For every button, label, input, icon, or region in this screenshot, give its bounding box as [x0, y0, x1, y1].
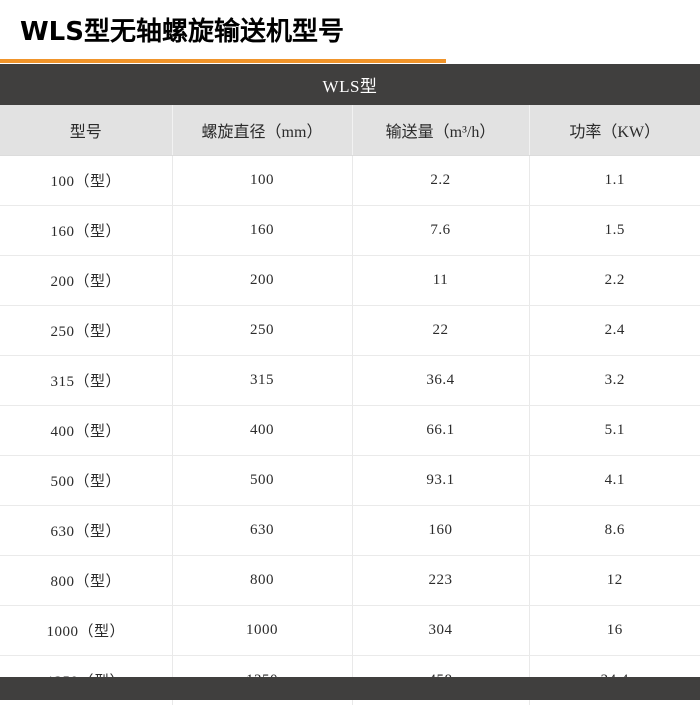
- table-row: 200（型） 200 11 2.2: [0, 256, 700, 306]
- cell-power: 16: [529, 606, 700, 656]
- cell-capacity: 2.2: [352, 156, 529, 206]
- cell-model: 1000（型）: [0, 606, 172, 656]
- table-row: 315（型） 315 36.4 3.2: [0, 356, 700, 406]
- cell-capacity: 223: [352, 556, 529, 606]
- cell-capacity: 160: [352, 506, 529, 556]
- cell-capacity: 7.6: [352, 206, 529, 256]
- cell-power: 5.1: [529, 406, 700, 456]
- table-group-header-label: WLS型: [323, 72, 378, 97]
- cell-capacity: 66.1: [352, 406, 529, 456]
- table-row: 160（型） 160 7.6 1.5: [0, 206, 700, 256]
- table-row: 250（型） 250 22 2.4: [0, 306, 700, 356]
- title-underline-accent: [0, 59, 446, 63]
- cell-diameter: 1000: [172, 606, 352, 656]
- cell-diameter: 160: [172, 206, 352, 256]
- table-row: 630（型） 630 160 8.6: [0, 506, 700, 556]
- title-block: WLS型无轴螺旋输送机型号: [0, 0, 700, 64]
- cell-power: 3.2: [529, 356, 700, 406]
- cell-power: 2.4: [529, 306, 700, 356]
- cell-power: 8.6: [529, 506, 700, 556]
- cell-model: 630（型）: [0, 506, 172, 556]
- cell-model: 800（型）: [0, 556, 172, 606]
- table-row: 1000（型） 1000 304 16: [0, 606, 700, 656]
- cell-power: 2.2: [529, 256, 700, 306]
- table-header-row: 型号 螺旋直径（mm） 输送量（m³/h） 功率（KW）: [0, 105, 700, 156]
- column-header-capacity: 输送量（m³/h）: [352, 105, 529, 156]
- cell-diameter: 200: [172, 256, 352, 306]
- page-title: WLS型无轴螺旋输送机型号: [20, 17, 344, 47]
- column-header-diameter: 螺旋直径（mm）: [172, 105, 352, 156]
- table-body: 100（型） 100 2.2 1.1 160（型） 160 7.6 1.5 20…: [0, 156, 700, 705]
- cell-capacity: 36.4: [352, 356, 529, 406]
- table-group-header: WLS型: [0, 64, 700, 105]
- cell-model: 160（型）: [0, 206, 172, 256]
- cell-power: 4.1: [529, 456, 700, 506]
- table-row: 800（型） 800 223 12: [0, 556, 700, 606]
- cell-capacity: 304: [352, 606, 529, 656]
- column-header-power: 功率（KW）: [529, 105, 700, 156]
- cell-diameter: 315: [172, 356, 352, 406]
- bottom-bar: [0, 677, 700, 700]
- cell-diameter: 100: [172, 156, 352, 206]
- cell-model: 100（型）: [0, 156, 172, 206]
- cell-capacity: 93.1: [352, 456, 529, 506]
- cell-diameter: 250: [172, 306, 352, 356]
- cell-model: 200（型）: [0, 256, 172, 306]
- cell-diameter: 400: [172, 406, 352, 456]
- cell-capacity: 22: [352, 306, 529, 356]
- specification-table: 型号 螺旋直径（mm） 输送量（m³/h） 功率（KW） 100（型） 100 …: [0, 105, 700, 705]
- cell-model: 500（型）: [0, 456, 172, 506]
- cell-power: 1.5: [529, 206, 700, 256]
- cell-diameter: 500: [172, 456, 352, 506]
- table-row: 400（型） 400 66.1 5.1: [0, 406, 700, 456]
- cell-model: 250（型）: [0, 306, 172, 356]
- cell-power: 12: [529, 556, 700, 606]
- cell-diameter: 630: [172, 506, 352, 556]
- table-header: 型号 螺旋直径（mm） 输送量（m³/h） 功率（KW）: [0, 105, 700, 156]
- cell-model: 400（型）: [0, 406, 172, 456]
- cell-capacity: 11: [352, 256, 529, 306]
- cell-power: 1.1: [529, 156, 700, 206]
- cell-model: 315（型）: [0, 356, 172, 406]
- column-header-model: 型号: [0, 105, 172, 156]
- table-row: 500（型） 500 93.1 4.1: [0, 456, 700, 506]
- table-row: 100（型） 100 2.2 1.1: [0, 156, 700, 206]
- cell-diameter: 800: [172, 556, 352, 606]
